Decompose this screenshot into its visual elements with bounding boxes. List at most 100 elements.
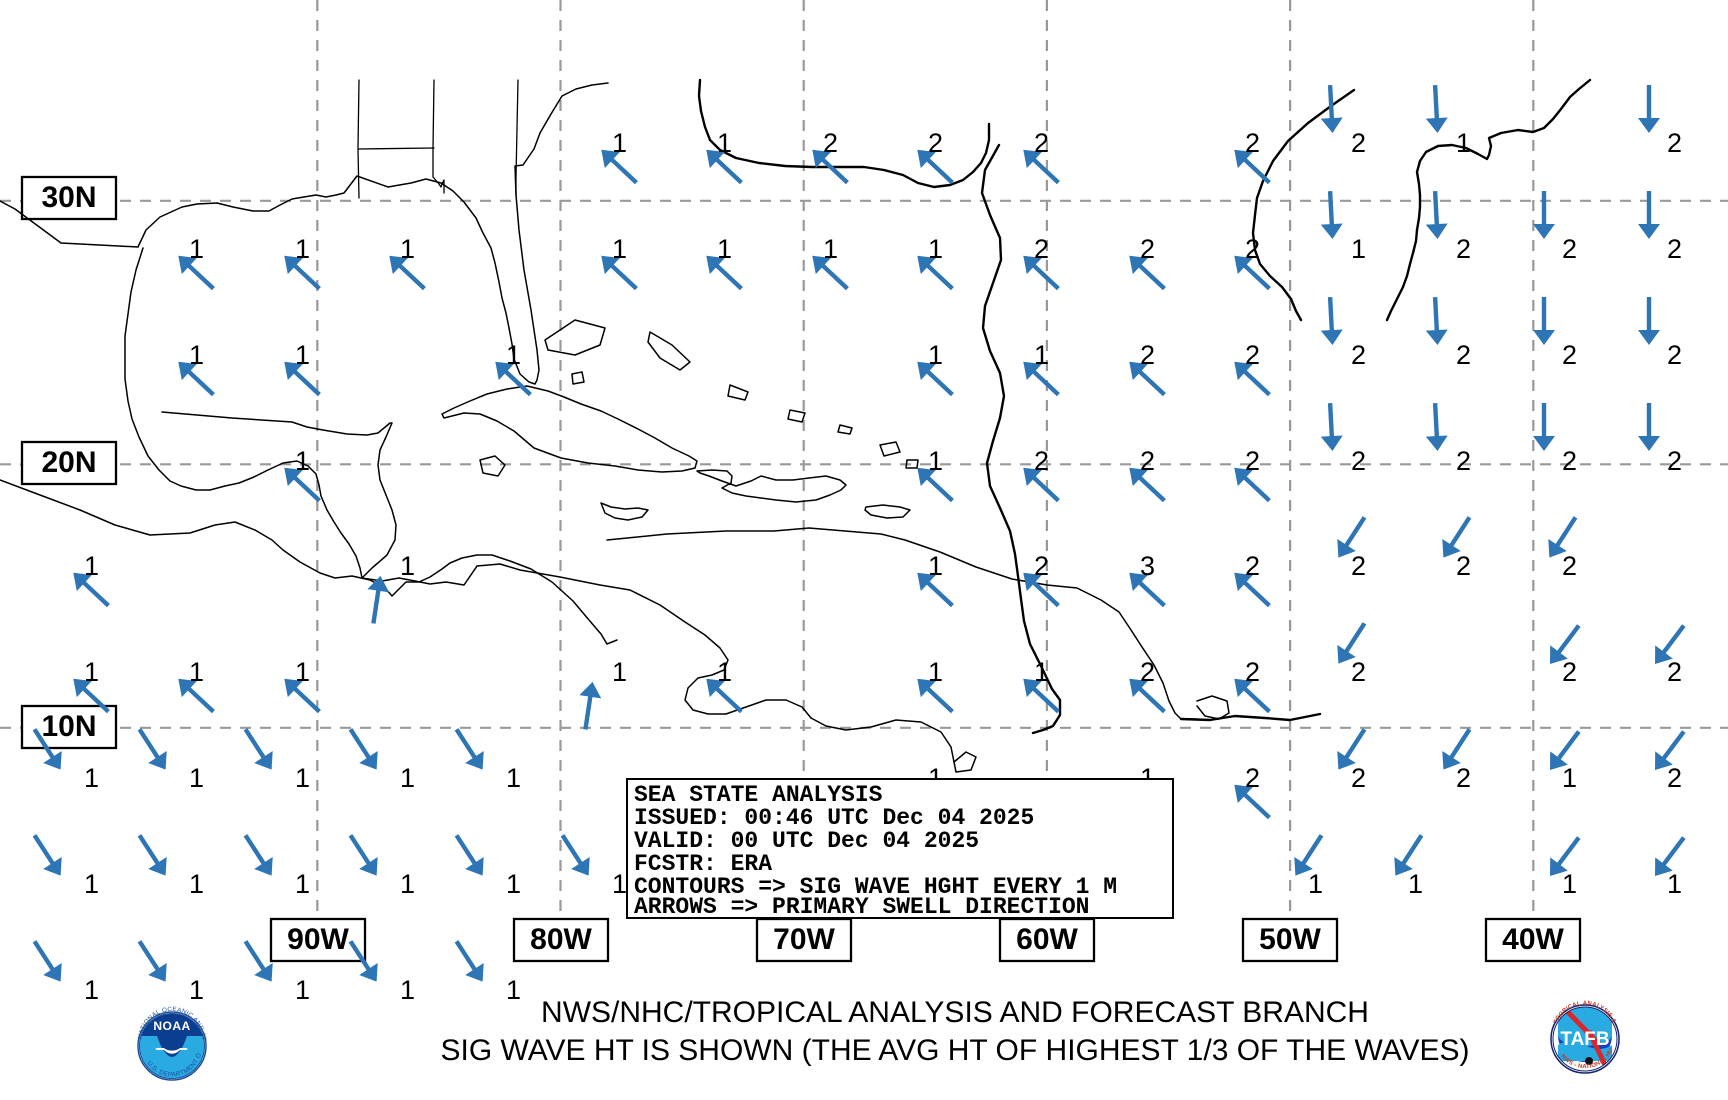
svg-text:2: 2 [1034,446,1049,476]
svg-text:2: 2 [1034,234,1049,264]
svg-text:2: 2 [1351,763,1366,793]
svg-text:60W: 60W [1016,923,1078,956]
svg-text:1: 1 [84,763,99,793]
svg-text:70W: 70W [773,923,835,956]
svg-text:TAFB: TAFB [1560,1029,1609,1050]
svg-text:1: 1 [928,446,943,476]
svg-text:1: 1 [717,128,732,158]
svg-text:1: 1 [928,551,943,581]
svg-text:2: 2 [1245,340,1260,370]
svg-text:2: 2 [1562,657,1577,687]
svg-text:2: 2 [1456,234,1471,264]
svg-text:1: 1 [612,869,627,899]
svg-text:2: 2 [1456,551,1471,581]
svg-text:2: 2 [1667,446,1682,476]
svg-text:2: 2 [1245,551,1260,581]
svg-text:2: 2 [1140,657,1155,687]
svg-text:2: 2 [1456,763,1471,793]
svg-text:2: 2 [1667,657,1682,687]
svg-text:1: 1 [612,128,627,158]
svg-text:1: 1 [400,869,415,899]
svg-text:2: 2 [1456,446,1471,476]
svg-text:50W: 50W [1259,923,1321,956]
svg-text:ARROWS => PRIMARY SWELL D: ARROWS => PRIMARY SWELL DIRECTION [634,894,1089,920]
svg-text:30N: 30N [41,181,96,214]
svg-text:2: 2 [1034,128,1049,158]
svg-text:1: 1 [84,869,99,899]
svg-text:1: 1 [928,657,943,687]
svg-text:1: 1 [400,975,415,1005]
svg-text:1: 1 [1408,869,1423,899]
svg-text:2: 2 [1034,551,1049,581]
svg-text:1: 1 [1034,657,1049,687]
svg-text:NWS/NHC/TROPICAL ANALYSIS AND: NWS/NHC/TROPICAL ANALYSIS AND FORECAST B… [541,996,1369,1029]
svg-text:1: 1 [84,657,99,687]
svg-text:2: 2 [1351,657,1366,687]
svg-text:10N: 10N [41,710,96,743]
svg-text:40W: 40W [1502,923,1564,956]
svg-text:1: 1 [506,869,521,899]
svg-text:SIG WAVE HT IS SHOWN (THE AVG: SIG WAVE HT IS SHOWN (THE AVG HT OF HIGH… [440,1034,1469,1067]
svg-text:1: 1 [400,763,415,793]
svg-text:1: 1 [1034,340,1049,370]
svg-text:NOAA: NOAA [153,1019,190,1033]
svg-text:2: 2 [1351,551,1366,581]
svg-text:1: 1 [84,975,99,1005]
svg-text:2: 2 [1456,340,1471,370]
svg-text:2: 2 [823,128,838,158]
svg-text:1: 1 [506,763,521,793]
svg-text:2: 2 [1245,446,1260,476]
svg-text:2: 2 [1245,128,1260,158]
svg-text:2: 2 [1667,128,1682,158]
svg-text:1: 1 [928,234,943,264]
svg-text:1: 1 [189,234,204,264]
svg-text:1: 1 [295,234,310,264]
svg-text:2: 2 [1140,234,1155,264]
svg-text:1: 1 [189,763,204,793]
svg-text:2: 2 [1245,234,1260,264]
svg-text:1: 1 [1308,869,1323,899]
svg-text:1: 1 [295,975,310,1005]
svg-text:2: 2 [1351,340,1366,370]
svg-text:1: 1 [295,763,310,793]
svg-text:1: 1 [189,975,204,1005]
svg-text:1: 1 [295,869,310,899]
svg-text:1: 1 [295,657,310,687]
svg-text:1: 1 [1456,128,1471,158]
svg-text:1: 1 [612,234,627,264]
svg-text:2: 2 [1245,657,1260,687]
svg-text:1: 1 [1351,234,1366,264]
svg-text:2: 2 [1351,128,1366,158]
svg-text:1: 1 [189,340,204,370]
svg-text:1: 1 [506,975,521,1005]
svg-text:1: 1 [1562,869,1577,899]
svg-text:1: 1 [295,446,310,476]
svg-text:2: 2 [1351,446,1366,476]
svg-text:2: 2 [1562,446,1577,476]
svg-text:1: 1 [400,551,415,581]
svg-text:2: 2 [1562,551,1577,581]
svg-text:2: 2 [1562,340,1577,370]
svg-text:2: 2 [1562,234,1577,264]
svg-text:90W: 90W [287,923,349,956]
svg-text:1: 1 [1667,869,1682,899]
svg-text:20N: 20N [41,446,96,479]
svg-text:1: 1 [717,234,732,264]
svg-text:1: 1 [295,340,310,370]
svg-text:2: 2 [1140,446,1155,476]
svg-text:1: 1 [928,340,943,370]
svg-text:1: 1 [506,340,521,370]
svg-text:1: 1 [400,234,415,264]
svg-text:3: 3 [1140,551,1155,581]
svg-text:1: 1 [612,657,627,687]
svg-text:2: 2 [928,128,943,158]
svg-text:1: 1 [189,869,204,899]
svg-text:2: 2 [1140,340,1155,370]
svg-text:1: 1 [717,657,732,687]
svg-text:1: 1 [1562,763,1577,793]
svg-text:2: 2 [1667,340,1682,370]
svg-text:1: 1 [84,551,99,581]
svg-text:80W: 80W [530,923,592,956]
svg-text:2: 2 [1667,234,1682,264]
svg-text:2: 2 [1245,763,1260,793]
